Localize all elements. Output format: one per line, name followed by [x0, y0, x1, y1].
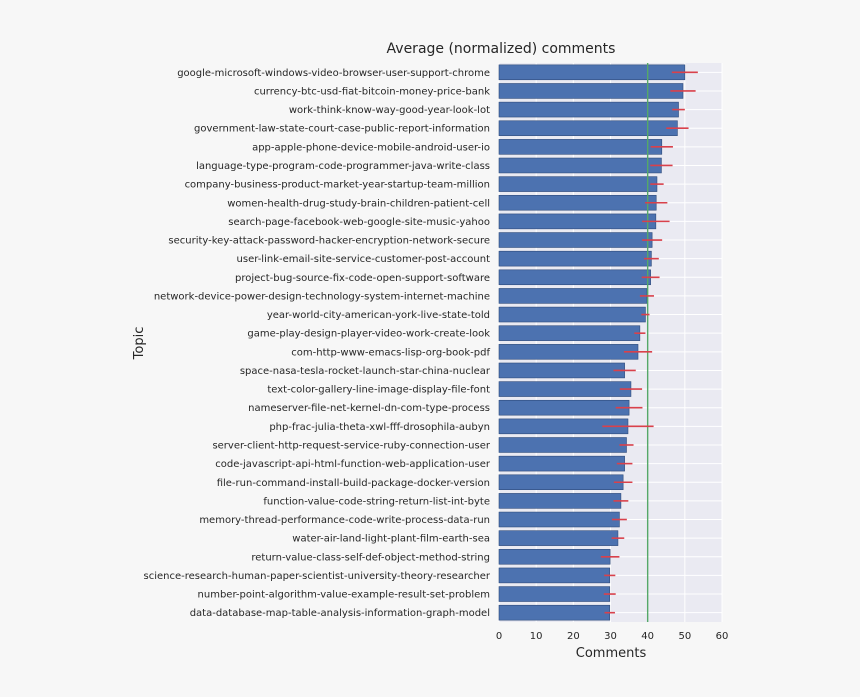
bar: [498, 157, 662, 174]
category-label: app-apple-phone-device-mobile-android-us…: [252, 142, 490, 153]
category-label: com-http-www-emacs-lisp-org-book-pdf: [291, 347, 490, 358]
x-tick-label: 40: [641, 631, 654, 642]
category-label: number-point-algorithm-value-example-res…: [198, 590, 490, 601]
category-label: user-link-email-site-service-customer-po…: [237, 254, 491, 265]
category-label: google-microsoft-windows-video-browser-u…: [177, 68, 490, 79]
bar: [498, 83, 684, 99]
bar: [498, 213, 657, 230]
bar: [498, 530, 619, 546]
x-tick-label: 20: [567, 631, 580, 642]
bar: [498, 455, 625, 472]
bar: [498, 232, 653, 248]
category-label: search-page-facebook-web-google-site-mus…: [228, 217, 490, 228]
category-label: science-research-human-paper-scientist-u…: [144, 571, 491, 582]
category-label: text-color-gallery-line-image-display-fi…: [267, 385, 490, 396]
category-label: code-javascript-api-html-function-web-ap…: [215, 459, 491, 470]
category-label: file-run-command-install-build-package-d…: [217, 478, 490, 489]
x-tick-label: 50: [678, 631, 691, 642]
bar: [498, 288, 648, 304]
category-label: game-play-design-player-video-work-creat…: [247, 329, 490, 340]
category-label: data-database-map-table-analysis-informa…: [190, 608, 490, 619]
bar: [498, 269, 651, 286]
category-label: language-type-program-code-programmer-ja…: [196, 161, 490, 172]
bar: [498, 194, 657, 211]
bar: [498, 381, 632, 397]
bar: [498, 344, 639, 360]
category-label: space-nasa-tesla-rocket-launch-star-chin…: [240, 366, 491, 377]
category-label: women-health-drug-study-brain-children-p…: [227, 198, 490, 209]
bar: [498, 101, 679, 118]
category-label: server-client-http-request-service-ruby-…: [212, 440, 490, 451]
category-labels: google-microsoft-windows-video-browser-u…: [144, 68, 491, 619]
bar: [498, 437, 627, 453]
bar: [498, 604, 611, 621]
category-label: memory-thread-performance-code-write-pro…: [199, 515, 490, 526]
category-label: nameserver-file-net-kernel-dn-com-type-p…: [248, 403, 490, 414]
category-label: company-business-product-market-year-sta…: [185, 180, 490, 191]
category-label: network-device-power-design-technology-s…: [154, 291, 490, 302]
category-label: currency-btc-usd-fiat-bitcoin-money-pric…: [254, 86, 490, 97]
category-label: security-key-attack-password-hacker-encr…: [168, 236, 490, 247]
bar: [498, 474, 624, 491]
bar: [498, 325, 641, 341]
bar: [498, 306, 646, 323]
bar: [498, 176, 658, 192]
bar: [498, 493, 622, 509]
bar: [498, 567, 611, 584]
bars: [498, 64, 686, 621]
y-axis-label: Topic: [132, 327, 147, 361]
x-axis-label: Comments: [576, 646, 647, 661]
chart-title: Average (normalized) comments: [387, 41, 616, 57]
category-label: water-air-land-light-plant-film-earth-se…: [292, 534, 490, 545]
bar: [498, 120, 678, 136]
category-label: return-value-class-self-def-object-metho…: [251, 552, 490, 563]
x-tick-label: 0: [496, 631, 502, 642]
category-label: year-world-city-american-york-live-state…: [267, 310, 490, 321]
x-tick-label: 60: [716, 631, 729, 642]
category-label: government-law-state-court-case-public-r…: [194, 124, 490, 135]
bar: [498, 549, 611, 565]
category-label: php-frac-julia-theta-xwl-fff-drosophila-…: [269, 422, 490, 433]
bar: [498, 511, 620, 528]
error-bars: [600, 71, 698, 614]
x-tick-label: 30: [604, 631, 617, 642]
bar: [498, 139, 663, 155]
x-tick-label: 10: [530, 631, 543, 642]
category-label: project-bug-source-fix-code-open-support…: [235, 273, 490, 284]
bar: [498, 362, 625, 379]
bar: [498, 399, 630, 416]
category-label: work-think-know-way-good-year-look-lot: [289, 105, 490, 116]
x-tick-labels: 0 10 20 30 40 50 60: [496, 631, 729, 642]
bar: [498, 250, 652, 267]
category-label: function-value-code-string-return-list-i…: [263, 496, 490, 507]
bar: [498, 586, 611, 602]
bar: [498, 64, 686, 81]
